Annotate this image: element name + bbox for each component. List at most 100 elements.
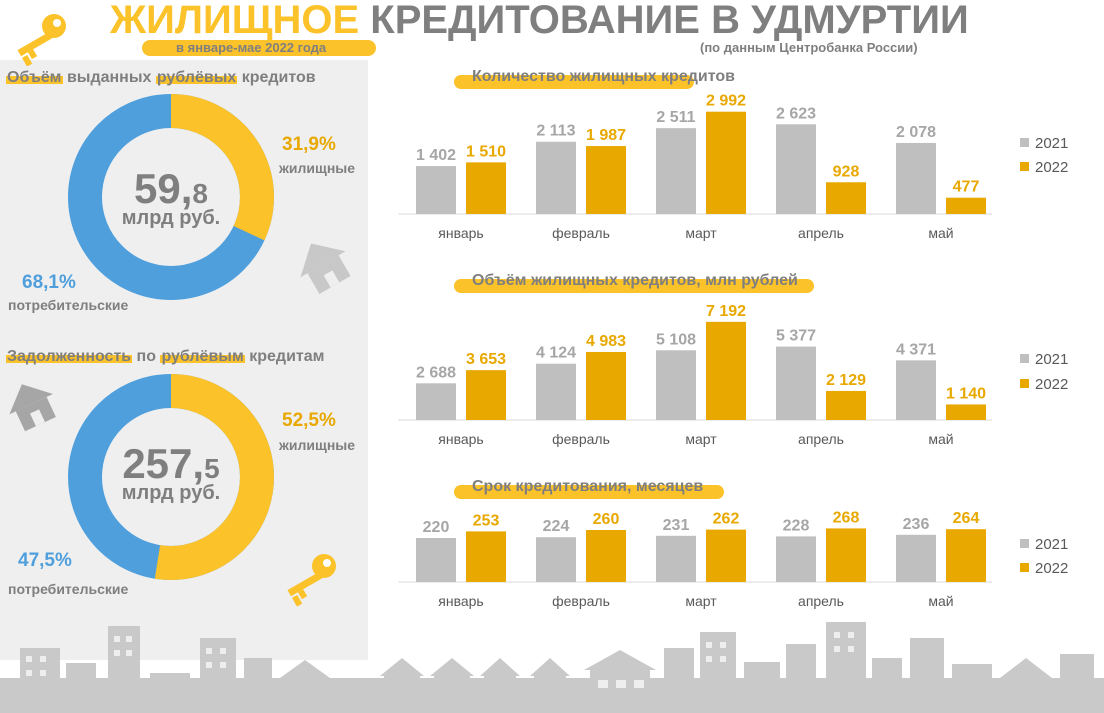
chart-2-label-2022-3: 7 192	[706, 303, 746, 320]
chart-1-category-4: апрель	[798, 225, 844, 241]
chart-3-label-2021-2: 224	[543, 518, 570, 535]
chart-3-category-1: январь	[438, 593, 483, 609]
chart-3-bar-2022-3	[706, 529, 746, 582]
chart-2-label-2022-1: 3 653	[466, 351, 506, 368]
chart-2-category-5: май	[928, 431, 953, 447]
chart-1-category-3: март	[685, 225, 717, 241]
volume-consumer-pct: 68,1%	[22, 272, 76, 293]
chart-3-label-2021-1: 220	[423, 519, 450, 536]
chart-1-bar-2021-5	[896, 142, 936, 214]
source-note: (по данным Центробанка России)	[700, 40, 918, 55]
chart-3-label-2021-4: 228	[783, 517, 810, 534]
chart-2-label-2021-5: 4 371	[896, 341, 936, 358]
chart-1-label-2022-1: 1 510	[466, 143, 506, 160]
chart-1-bar-2021-3	[656, 128, 696, 214]
key-icon	[17, 14, 66, 66]
chart-3-bar-2022-1	[466, 531, 506, 582]
chart-2-bar-2021-1	[416, 383, 456, 420]
house-icon	[300, 243, 351, 295]
chart-2-bar-2022-3	[706, 321, 746, 420]
chart-3-title: Срок кредитования, месяцев	[454, 478, 724, 499]
chart-3-category-2: февраль	[552, 593, 610, 609]
chart-1-label-2022-2: 1 987	[586, 127, 626, 144]
page-title: ЖИЛИЩНОЕ КРЕДИТОВАНИЕ В УДМУРТИИ	[110, 0, 969, 42]
chart-1-bar-2022-1	[466, 162, 506, 214]
chart-1-category-5: май	[928, 225, 953, 241]
chart-3-bar-2021-4	[776, 536, 816, 582]
chart-2-bar-2022-5	[946, 404, 986, 420]
chart-3-label-2022-2: 260	[593, 511, 620, 528]
chart-2-bar-2021-3	[656, 350, 696, 420]
chart-1-label-2021-3: 2 511	[656, 109, 695, 126]
volume-donut	[68, 94, 274, 300]
chart-2-title: Объём жилищных кредитов, млн рублей	[454, 272, 814, 293]
chart-2-category-3: март	[685, 431, 717, 447]
chart-1-label-2021-4: 2 623	[776, 105, 816, 122]
chart-2-label-2021-2: 4 124	[536, 345, 576, 362]
chart-1-bar-2021-1	[416, 166, 456, 214]
chart-3-label-2022-3: 262	[713, 511, 740, 528]
chart-2-category-1: январь	[438, 431, 483, 447]
chart-3-category-5: май	[928, 593, 953, 609]
chart-3-legend-2021: 2021	[1020, 536, 1068, 553]
debt-donut	[68, 374, 274, 580]
house-icon-left	[9, 384, 56, 432]
chart-1-bar-2022-3	[706, 111, 746, 214]
chart-1-bar-2022-2	[586, 146, 626, 214]
debt-consumer-label: потребительские	[8, 581, 129, 597]
chart-3-category-3: март	[685, 593, 717, 609]
chart-3-bar-2021-2	[536, 537, 576, 582]
chart-3-bar-2022-4	[826, 528, 866, 582]
chart-3-label-2021-5: 236	[903, 516, 930, 533]
volume-housing-slice	[68, 94, 274, 300]
debt-housing-pct: 52,5%	[282, 410, 336, 431]
chart-3-label-2021-3: 231	[663, 517, 690, 534]
volume-housing-label: жилищные	[279, 160, 356, 176]
chart-2-bar-2021-4	[776, 346, 816, 420]
city-skyline-illustration	[0, 622, 1104, 713]
chart-2-label-2022-4: 2 129	[826, 372, 866, 389]
chart-2-category-2: февраль	[552, 431, 610, 447]
chart-2-bar-2022-4	[826, 390, 866, 420]
chart-2-bar-2021-5	[896, 360, 936, 420]
chart-2-label-2021-3: 5 108	[656, 331, 696, 348]
chart-1-legend-2022: 2022	[1020, 159, 1068, 176]
chart-3-bar-2022-5	[946, 529, 986, 582]
key-icon-bottom	[287, 554, 336, 607]
chart-3-label-2022-1: 253	[473, 512, 500, 529]
chart-1: 1 402 1 510 январь 2 113 1 987 февраль 2 511 2 …	[398, 93, 992, 241]
chart-1-title: Количество жилищных кредитов	[454, 68, 735, 89]
chart-3-bar-2021-3	[656, 535, 696, 582]
chart-1-bar-2021-2	[536, 141, 576, 214]
volume-consumer-label: потребительские	[8, 297, 129, 313]
chart-2-legend-2022: 2022	[1020, 376, 1068, 393]
chart-3-bar-2021-1	[416, 538, 456, 582]
chart-3: 220 253 январь 224 260 февраль 231 262 март 228 26…	[398, 509, 992, 609]
chart-3-bar-2022-2	[586, 530, 626, 582]
chart-1-label-2021-5: 2 078	[896, 124, 936, 141]
chart-1-bar-2022-5	[946, 197, 986, 214]
chart-2-label-2021-1: 2 688	[416, 364, 456, 381]
chart-3-label-2022-5: 264	[953, 510, 980, 527]
volume-section-title: Объём выданных рублёвых кредитов	[6, 69, 316, 86]
chart-3-label-2022-4: 268	[833, 509, 860, 526]
volume-unit: млрд руб.	[121, 207, 221, 229]
chart-2-legend-2021: 2021	[1020, 351, 1068, 368]
chart-1-label-2021-2: 2 113	[536, 123, 575, 140]
debt-housing-slice	[68, 374, 274, 580]
debt-unit: млрд руб.	[121, 482, 221, 504]
chart-2-category-4: апрель	[798, 431, 844, 447]
chart-2-label-2021-4: 5 377	[776, 328, 816, 345]
chart-2-bar-2021-2	[536, 363, 576, 420]
chart-2-label-2022-2: 4 983	[586, 333, 626, 350]
chart-3-legend-2022: 2022	[1020, 560, 1068, 577]
chart-1-label-2022-4: 928	[833, 163, 860, 180]
volume-housing-pct: 31,9%	[282, 134, 336, 155]
debt-housing-label: жилищные	[279, 437, 356, 453]
debt-total: 257,5 млрд руб.	[96, 440, 246, 505]
chart-3-category-4: апрель	[798, 593, 844, 609]
debt-consumer-pct: 47,5%	[18, 550, 72, 571]
chart-3-bar-2021-5	[896, 534, 936, 582]
chart-1-bar-2021-4	[776, 124, 816, 214]
subtitle: в январе-мае 2022 года	[142, 40, 376, 56]
